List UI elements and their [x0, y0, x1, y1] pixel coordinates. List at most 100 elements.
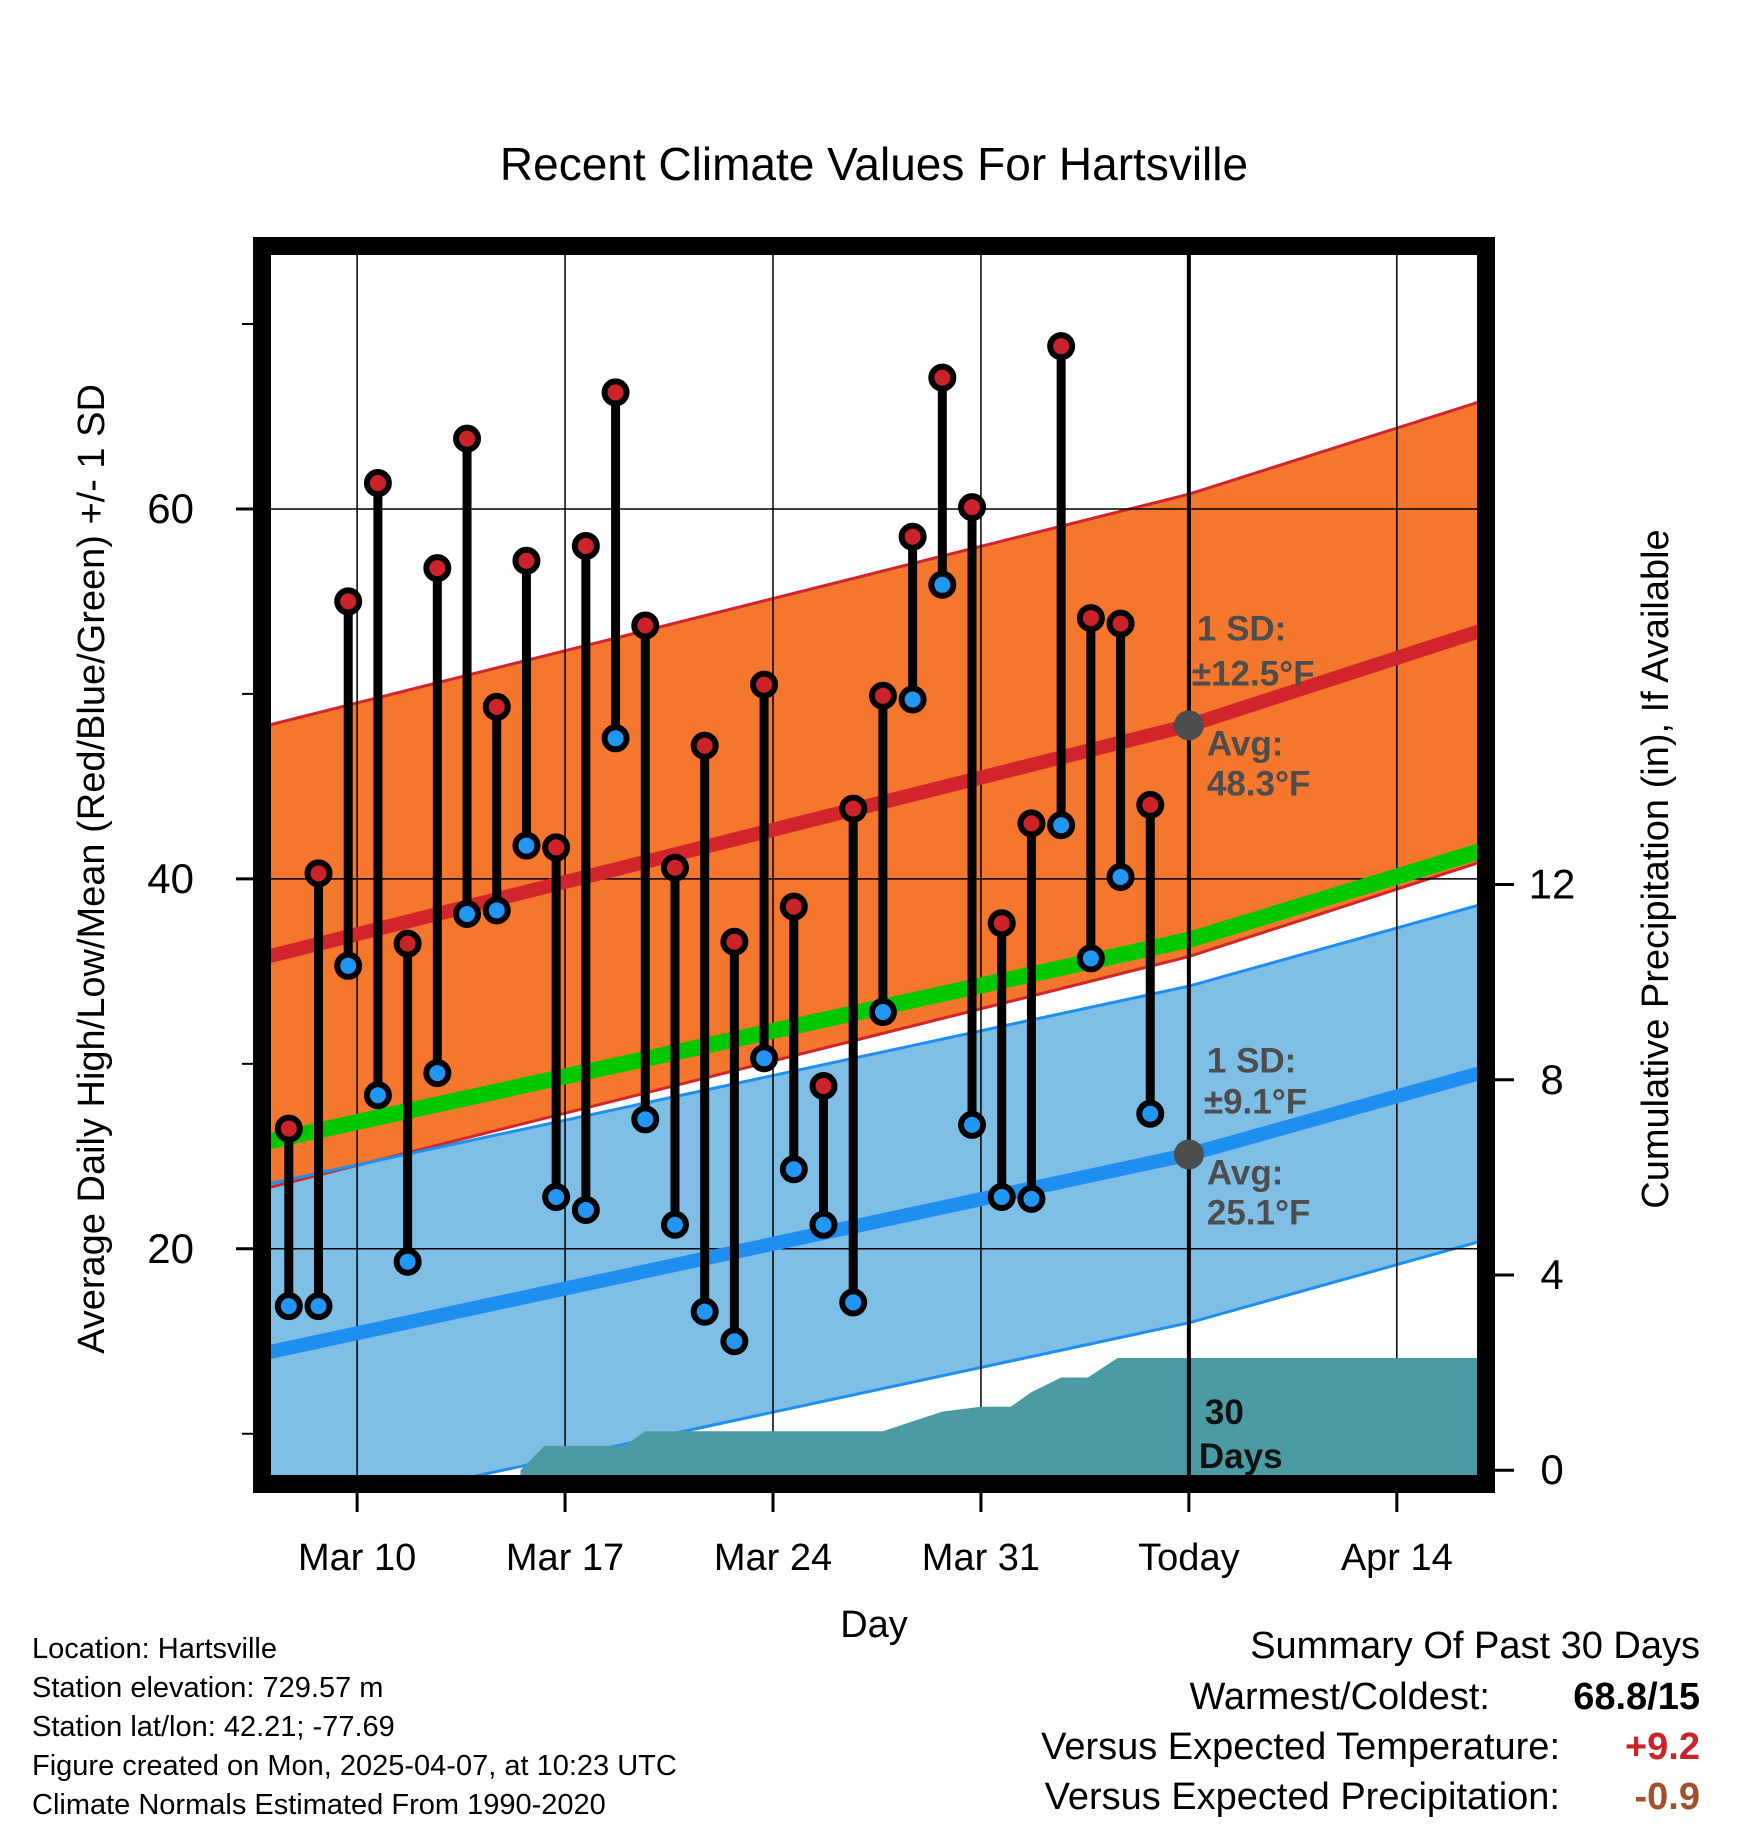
- daily-high-point: [1047, 332, 1076, 361]
- daily-high-point: [720, 927, 749, 956]
- daily-low-point: [1017, 1184, 1046, 1213]
- low-sd-value: ±9.1°F: [1204, 1082, 1307, 1121]
- high-avg-label: Avg:: [1207, 724, 1283, 763]
- daily-low-point: [512, 831, 541, 860]
- y-tick-label-right: 0: [1540, 1446, 1563, 1493]
- daily-high-point: [1017, 809, 1046, 838]
- precip-value: -0.9: [1634, 1776, 1700, 1818]
- y-tick-label-left: 40: [147, 855, 194, 902]
- daily-low-point: [898, 685, 927, 714]
- high-sd-band: [268, 401, 1480, 1188]
- daily-low-point: [1106, 863, 1135, 892]
- precip-label: Versus Expected Precipitation:: [1044, 1776, 1560, 1818]
- daily-low-point: [958, 1110, 987, 1139]
- daily-high-point: [423, 554, 452, 583]
- y-tick-label-left: 60: [147, 485, 194, 532]
- y-tick-label-right: 8: [1540, 1056, 1563, 1103]
- location-text: Location: Hartsville: [32, 1633, 277, 1665]
- daily-low-point: [482, 896, 511, 925]
- daily-low-point: [274, 1292, 303, 1321]
- daily-low-point: [928, 570, 957, 599]
- summary-title: Summary Of Past 30 Days: [1250, 1625, 1700, 1667]
- daily-low-point: [571, 1195, 600, 1224]
- daily-high-point: [660, 853, 689, 882]
- daily-high-point: [987, 909, 1016, 938]
- daily-low-point: [304, 1292, 333, 1321]
- daily-low-point: [839, 1288, 868, 1317]
- daily-low-point: [1047, 811, 1076, 840]
- daily-high-point: [363, 469, 392, 498]
- x-tick-label: Mar 31: [922, 1537, 1040, 1579]
- x-tick-label: Today: [1138, 1537, 1239, 1579]
- warmest-label: Warmest/Coldest:: [1189, 1676, 1490, 1718]
- daily-high-point: [512, 546, 541, 575]
- x-tick-label: Mar 10: [298, 1537, 416, 1579]
- precip-days-label: 30: [1205, 1393, 1244, 1432]
- daily-high-point: [898, 522, 927, 551]
- low-avg-value: 25.1°F: [1207, 1193, 1311, 1232]
- daily-low-point: [363, 1081, 392, 1110]
- daily-high-point: [482, 692, 511, 721]
- daily-low-point: [631, 1105, 660, 1134]
- low-sd-band: [268, 904, 1480, 1480]
- daily-low-point: [1076, 944, 1105, 973]
- summary-row-precip: Versus Expected Precipitation: -0.9: [880, 1772, 1700, 1822]
- daily-high-point: [453, 424, 482, 453]
- daily-high-point: [542, 833, 571, 862]
- temp-value: +9.2: [1624, 1726, 1700, 1768]
- daily-low-point: [334, 951, 363, 980]
- daily-high-point: [334, 587, 363, 616]
- summary-panel: Summary Of Past 30 Days Warmest/Coldest:…: [880, 1620, 1700, 1822]
- high-avg-value: 48.3°F: [1207, 764, 1311, 803]
- y-tick-label-right: 4: [1540, 1251, 1563, 1298]
- daily-high-point: [839, 794, 868, 823]
- daily-high-point: [601, 378, 630, 407]
- y-tick-label-right: 12: [1529, 861, 1576, 908]
- created-text: Figure created on Mon, 2025-04-07, at 10…: [32, 1750, 677, 1782]
- daily-high-point: [958, 493, 987, 522]
- daily-high-point: [631, 611, 660, 640]
- low-sd-label: 1 SD:: [1207, 1041, 1296, 1080]
- daily-low-point: [720, 1327, 749, 1356]
- daily-low-point: [542, 1183, 571, 1212]
- x-tick-label: Apr 14: [1341, 1537, 1453, 1579]
- summary-row-warmest: Warmest/Coldest: 68.8/15: [880, 1672, 1700, 1722]
- daily-low-point: [750, 1044, 779, 1073]
- y-axis-label-right: Cumulative Precipitation (in), If Availa…: [1635, 529, 1677, 1208]
- summary-row-temp: Versus Expected Temperature: +9.2: [880, 1722, 1700, 1772]
- elevation-text: Station elevation: 729.57 m: [32, 1672, 384, 1704]
- latlon-text: Station lat/lon: 42.21; -77.69: [32, 1711, 395, 1743]
- daily-low-point: [393, 1247, 422, 1276]
- daily-high-point: [690, 731, 719, 760]
- precip-area: [520, 1357, 1480, 1480]
- plot-frame: [253, 237, 1495, 1493]
- daily-low-point: [660, 1210, 689, 1239]
- daily-low-point: [690, 1297, 719, 1326]
- today-high-average-dot: [1173, 710, 1204, 741]
- high-sd-label: 1 SD:: [1197, 609, 1286, 648]
- today-low-average-dot: [1173, 1139, 1204, 1170]
- x-axis-label: Day: [840, 1604, 908, 1646]
- low-avg-label: Avg:: [1207, 1153, 1283, 1192]
- daily-low-point: [987, 1183, 1016, 1212]
- temp-label: Versus Expected Temperature:: [1041, 1726, 1560, 1768]
- daily-low-point: [423, 1059, 452, 1088]
- daily-high-point: [274, 1114, 303, 1143]
- normals-text: Climate Normals Estimated From 1990-2020: [32, 1789, 606, 1821]
- daily-high-point: [1106, 609, 1135, 638]
- daily-high-point: [750, 670, 779, 699]
- y-tick-label-left: 20: [147, 1225, 194, 1272]
- daily-low-point: [453, 900, 482, 929]
- daily-low-point: [809, 1210, 838, 1239]
- warmest-value: 68.8/15: [1573, 1676, 1700, 1718]
- daily-high-point: [868, 681, 897, 710]
- daily-low-point: [1136, 1099, 1165, 1128]
- daily-high-point: [1076, 604, 1105, 633]
- y-axis-label-left: Average Daily High/Low/Mean (Red/Blue/Gr…: [71, 384, 113, 1354]
- daily-high-point: [1136, 790, 1165, 819]
- daily-low-point: [601, 724, 630, 753]
- daily-high-point: [809, 1072, 838, 1101]
- daily-high-point: [928, 363, 957, 392]
- daily-low-point: [868, 998, 897, 1027]
